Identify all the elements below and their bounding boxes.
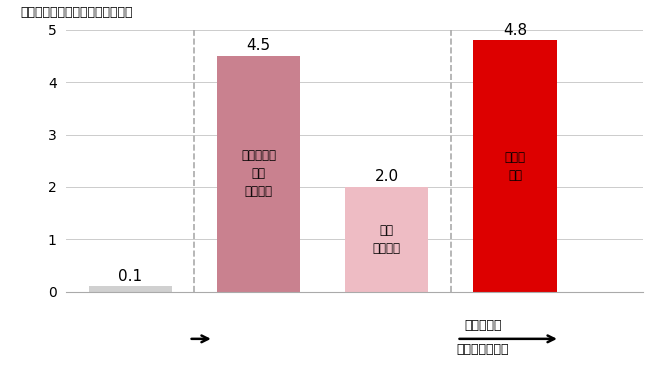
Text: 4.8: 4.8	[503, 23, 527, 38]
Text: 0.1: 0.1	[118, 269, 143, 284]
Text: 貧困
ではない: 貧困 ではない	[373, 224, 400, 255]
Bar	[89, 286, 172, 292]
Bar	[217, 56, 300, 292]
Bar	[473, 40, 557, 292]
Text: 4.5: 4.5	[247, 39, 271, 53]
Text: 経済状況別: 経済状況別	[464, 319, 502, 332]
Text: バウチャー
あり
（平均）: バウチャー あり （平均）	[241, 149, 276, 199]
Text: （偏差値に換算した学力の変化）: （偏差値に換算した学力の変化）	[20, 6, 133, 19]
Text: 相対的
貧困: 相対的 貧困	[505, 151, 526, 181]
Bar	[345, 187, 428, 292]
Text: 2.0: 2.0	[375, 169, 399, 184]
Text: バウチャーあり: バウチャーあり	[457, 343, 509, 356]
